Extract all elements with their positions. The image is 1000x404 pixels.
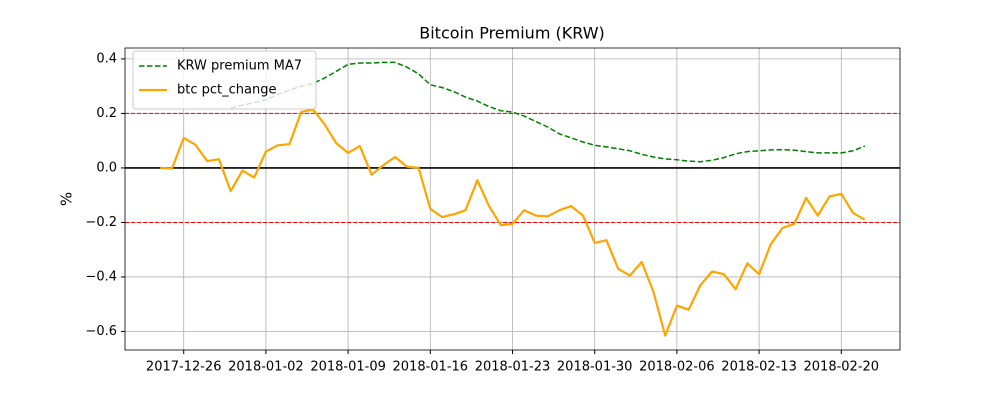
x-tick-label: 2018-02-20: [804, 360, 880, 375]
legend-label: btc pct_change: [177, 83, 276, 98]
x-tick-label: 2017-12-26: [146, 360, 222, 375]
legend-label: KRW premium MA7: [177, 59, 302, 74]
data-line: [230, 61, 866, 163]
y-tick-label: 0.2: [96, 106, 117, 121]
x-tick-label: 2018-01-23: [475, 360, 551, 375]
x-tick-label: 2018-01-09: [310, 360, 386, 375]
x-tick-label: 2018-02-13: [721, 360, 797, 375]
y-tick-label: 0.4: [96, 51, 117, 66]
x-tick-label: 2018-01-30: [557, 360, 633, 375]
chart-title: Bitcoin Premium (KRW): [419, 24, 605, 43]
y-axis-label: %: [58, 192, 76, 206]
data-line: [160, 108, 866, 337]
y-tick-label: −0.2: [85, 215, 117, 230]
y-tick-label: 0.0: [96, 160, 117, 175]
y-tick-label: −0.6: [85, 324, 117, 339]
plot-frame: [124, 47, 901, 351]
y-tick-label: −0.4: [85, 269, 117, 284]
x-tick-label: 2018-01-16: [393, 360, 469, 375]
x-tick-label: 2018-02-06: [639, 360, 715, 375]
legend-box: [132, 50, 317, 110]
x-tick-label: 2018-01-02: [228, 360, 304, 375]
